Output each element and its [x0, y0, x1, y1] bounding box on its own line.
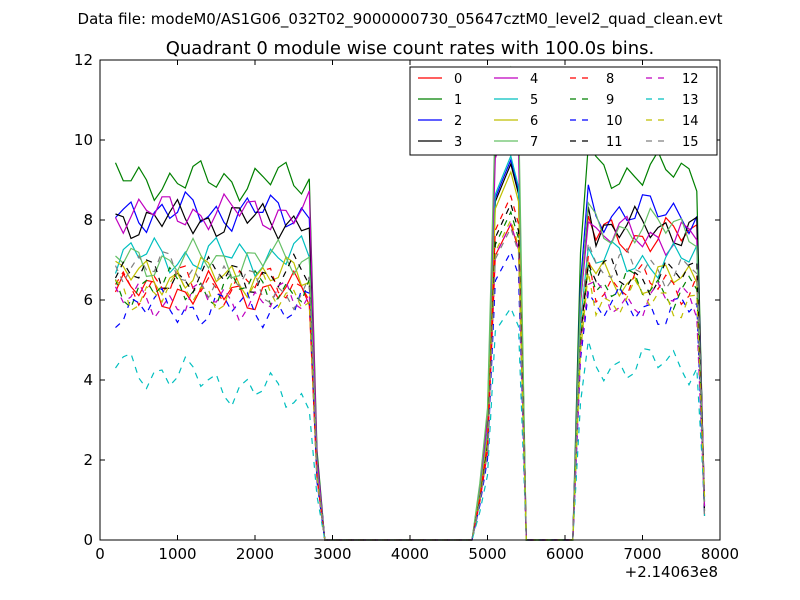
series-line-2 [115, 158, 706, 541]
figure-suptitle: Data file: modeM0/AS1G06_032T02_90000007… [78, 10, 723, 29]
x-tick-label: 1000 [158, 545, 196, 563]
x-tick-label: 0 [95, 545, 105, 563]
series-line-1 [114, 97, 706, 541]
legend-label-5: 5 [530, 93, 538, 108]
legend-label-7: 7 [530, 135, 538, 150]
legend-label-4: 4 [530, 72, 538, 87]
x-tick-label: 3000 [313, 545, 351, 563]
x-tick-label: 2000 [236, 545, 274, 563]
legend-label-10: 10 [606, 114, 623, 129]
series-line-8 [114, 194, 706, 541]
x-tick-label: 4000 [391, 545, 429, 563]
series-line-4 [114, 113, 706, 541]
legend-label-3: 3 [454, 135, 462, 150]
legend-label-1: 1 [454, 93, 462, 108]
y-tick-label: 10 [74, 131, 93, 149]
legend-label-11: 11 [606, 135, 623, 150]
legend-label-8: 8 [606, 72, 614, 87]
legend-label-13: 13 [682, 93, 699, 108]
legend-box [409, 66, 718, 156]
y-tick-label: 4 [83, 371, 93, 389]
series-line-11 [114, 202, 706, 541]
y-tick-label: 2 [83, 451, 93, 469]
legend-label-15: 15 [682, 135, 699, 150]
legend-label-6: 6 [530, 114, 538, 129]
series-line-5 [114, 154, 706, 541]
y-tick-label: 12 [74, 51, 93, 69]
series-line-10 [115, 250, 706, 541]
y-tick-label: 0 [83, 531, 93, 549]
legend-label-2: 2 [454, 114, 462, 129]
x-tick-label: 8000 [701, 545, 739, 563]
series-line-15 [114, 226, 706, 541]
series-line-6 [115, 170, 706, 541]
x-tick-label: 6000 [546, 545, 584, 563]
axes: 0 1000 2000 3000 4000 5000 6000 7000 80000246810… [74, 51, 739, 563]
series-line-13 [115, 306, 706, 541]
legend-label-14: 14 [682, 114, 699, 129]
y-tick-label: 8 [83, 211, 93, 229]
x-tick-label: 7000 [623, 545, 661, 563]
x-tick-label: 5000 [468, 545, 506, 563]
legend-label-0: 0 [454, 72, 462, 87]
legend-label-12: 12 [682, 72, 699, 87]
y-tick-label: 6 [83, 291, 93, 309]
x-offset-label: +2.14063e8 [625, 563, 718, 581]
legend-label-9: 9 [606, 93, 614, 108]
chart-title: Quadrant 0 module wise count rates with … [166, 38, 655, 59]
